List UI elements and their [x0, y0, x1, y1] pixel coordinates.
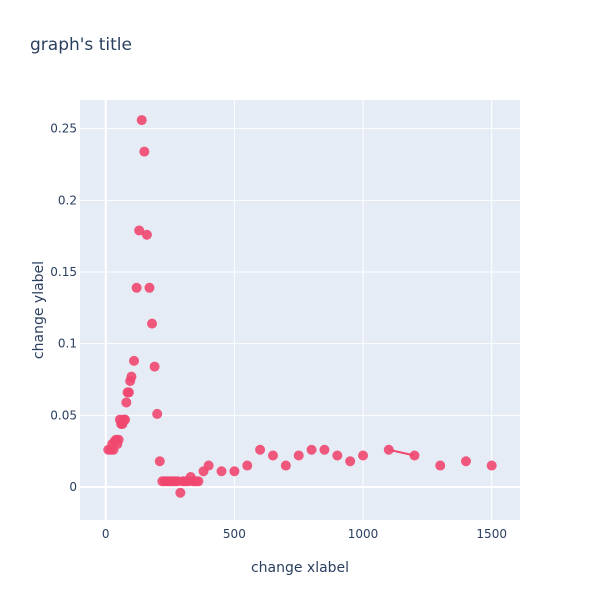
chart-title: graph's title [30, 35, 132, 55]
scatter-point [131, 282, 142, 293]
scatter-point [152, 408, 163, 419]
y-tick-label: 0.25 [50, 122, 77, 136]
scatter-point [409, 450, 420, 461]
scatter-point [120, 414, 131, 425]
y-tick-label: 0.15 [50, 265, 77, 279]
scatter-point [319, 444, 330, 455]
scatter-point [141, 229, 152, 240]
y-tick-label: 0.1 [58, 337, 77, 351]
scatter-point [147, 318, 158, 329]
scatter-point [229, 466, 240, 477]
scatter-point [129, 355, 140, 366]
scatter-point [175, 487, 186, 498]
x-tick-label: 1000 [348, 527, 379, 541]
plot-area [80, 100, 520, 520]
scatter-point [126, 371, 137, 382]
scatter-point [123, 387, 134, 398]
scatter-point [113, 434, 124, 445]
x-tick-label: 0 [102, 527, 110, 541]
scatter-point [267, 450, 278, 461]
scatter-point [149, 361, 160, 372]
scatter-point [255, 444, 266, 455]
scatter-point [193, 476, 204, 487]
scatter-point [144, 282, 155, 293]
scatter-point [216, 466, 227, 477]
scatter-points [103, 115, 497, 498]
x-axis-ticks: 0 500 1000 1500 [102, 527, 507, 541]
scatter-point [358, 450, 369, 461]
scatter-point [306, 444, 317, 455]
scatter-point [332, 450, 343, 461]
grid-lines [80, 100, 520, 520]
y-tick-label: 0.05 [50, 408, 77, 422]
y-tick-label: 0.2 [58, 193, 77, 207]
scatter-point [460, 456, 471, 467]
y-tick-label: 0 [69, 480, 77, 494]
scatter-point [136, 115, 147, 126]
y-axis-ticks: 0 0.05 0.1 0.15 0.2 0.25 [50, 122, 77, 494]
scatter-point [121, 397, 132, 408]
scatter-point [486, 460, 497, 471]
x-axis-title: change xlabel [251, 560, 349, 576]
scatter-point [154, 456, 165, 467]
scatter-point [293, 450, 304, 461]
scatter-point [435, 460, 446, 471]
scatter-point [134, 225, 145, 236]
scatter-point [345, 456, 356, 467]
x-tick-label: 500 [223, 527, 246, 541]
scatter-point [383, 444, 394, 455]
scatter-point [280, 460, 291, 471]
scatter-point [203, 460, 214, 471]
scatter-point [139, 146, 150, 157]
x-tick-label: 1500 [476, 527, 507, 541]
y-axis-title: change ylabel [31, 261, 47, 359]
scatter-point [242, 460, 253, 471]
